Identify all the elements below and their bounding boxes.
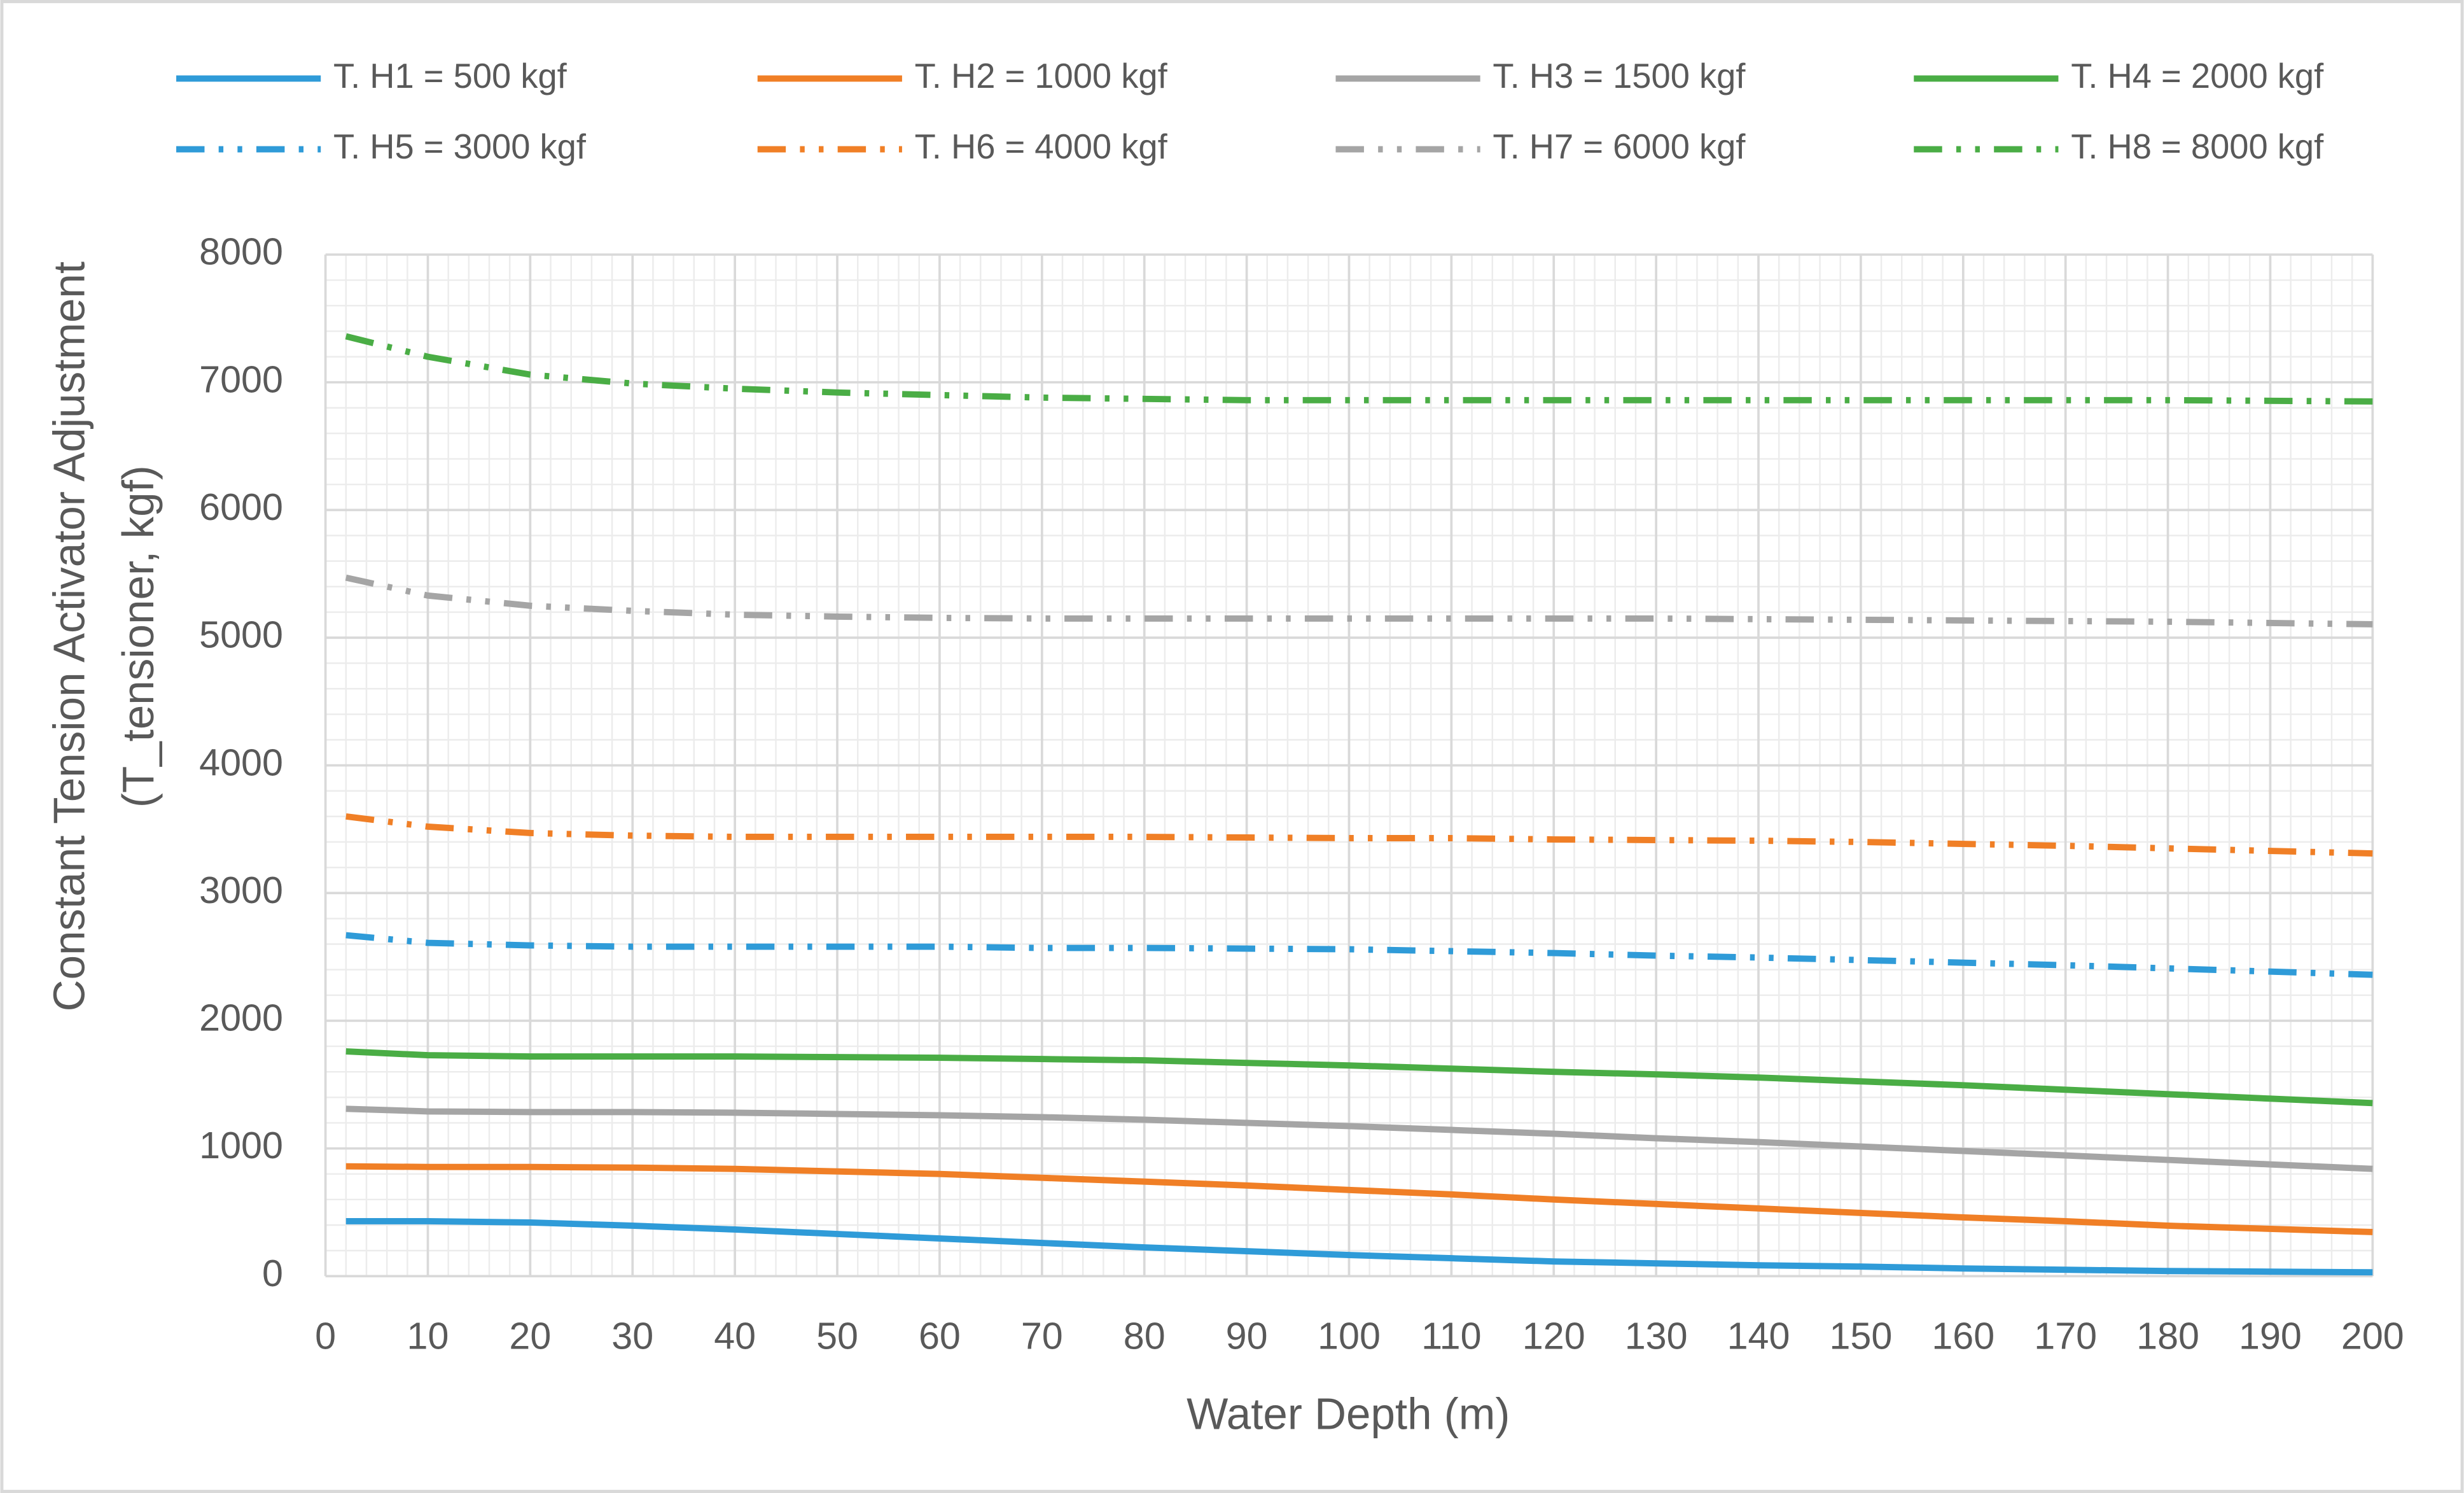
grid xyxy=(324,253,2374,1278)
legend-label: T. H2 = 1000 kgf xyxy=(915,57,1168,95)
legend-label: T. H1 = 500 kgf xyxy=(333,57,567,95)
series-line xyxy=(345,1105,2373,1172)
y-tick-label: 1000 xyxy=(199,1124,283,1167)
y-axis-label: (T_tensioner, kgf) xyxy=(113,465,163,808)
series-line xyxy=(345,932,2373,978)
x-tick-label: 20 xyxy=(509,1315,551,1357)
series-line xyxy=(345,1163,2373,1235)
y-tick-label: 3000 xyxy=(199,869,283,911)
legend-label: T. H3 = 1500 kgf xyxy=(1493,57,1746,95)
x-tick-label: 100 xyxy=(1318,1315,1381,1357)
series-line xyxy=(345,1048,2373,1107)
x-tick-label: 130 xyxy=(1625,1315,1688,1357)
x-tick-label: 140 xyxy=(1727,1315,1790,1357)
x-tick-label: 40 xyxy=(714,1315,756,1357)
x-tick-label: 10 xyxy=(407,1315,449,1357)
y-tick-label: 2000 xyxy=(199,997,283,1039)
x-tick-label: 70 xyxy=(1021,1315,1063,1357)
legend-label: T. H6 = 4000 kgf xyxy=(915,127,1168,166)
x-tick-label: 110 xyxy=(1421,1315,1481,1357)
y-tick-label: 6000 xyxy=(199,486,283,528)
labels: 0 10 20 30 40 50 60 70 80 90 100 110 120 130 140 150 160… xyxy=(176,57,2404,1357)
x-tick-label: 170 xyxy=(2034,1315,2097,1357)
series-line xyxy=(345,333,2373,405)
x-tick-label: 60 xyxy=(919,1315,961,1357)
x-axis-label: Water Depth (m) xyxy=(1187,1389,1510,1439)
y-tick-label: 8000 xyxy=(199,230,283,273)
x-tick-label: 200 xyxy=(2341,1315,2404,1357)
series-line xyxy=(345,574,2373,627)
legend-label: T. H4 = 2000 kgf xyxy=(2071,57,2324,95)
x-tick-label: 160 xyxy=(1932,1315,1994,1357)
x-tick-label: 0 xyxy=(315,1315,336,1357)
x-tick-label: 90 xyxy=(1226,1315,1268,1357)
x-tick-label: 30 xyxy=(611,1315,653,1357)
plot-lines xyxy=(345,333,2373,1276)
x-tick-label: 190 xyxy=(2239,1315,2302,1357)
legend-label: T. H5 = 3000 kgf xyxy=(333,127,587,166)
legend-label: T. H8 = 8000 kgf xyxy=(2071,127,2324,166)
legend-label: T. H7 = 6000 kgf xyxy=(1493,127,1746,166)
y-tick-label: 5000 xyxy=(199,613,283,656)
y-tick-label: 7000 xyxy=(199,358,283,400)
x-tick-label: 150 xyxy=(1829,1315,1892,1357)
x-tick-label: 120 xyxy=(1522,1315,1585,1357)
series-line xyxy=(345,1217,2373,1276)
y-tick-label: 4000 xyxy=(199,741,283,783)
y-axis-label: Constant Tension Activator Adjustment xyxy=(44,262,94,1011)
x-tick-label: 50 xyxy=(816,1315,858,1357)
series-line xyxy=(345,813,2373,857)
y-tick-label: 0 xyxy=(262,1252,283,1294)
x-tick-label: 180 xyxy=(2136,1315,2199,1357)
x-tick-label: 80 xyxy=(1124,1315,1166,1357)
